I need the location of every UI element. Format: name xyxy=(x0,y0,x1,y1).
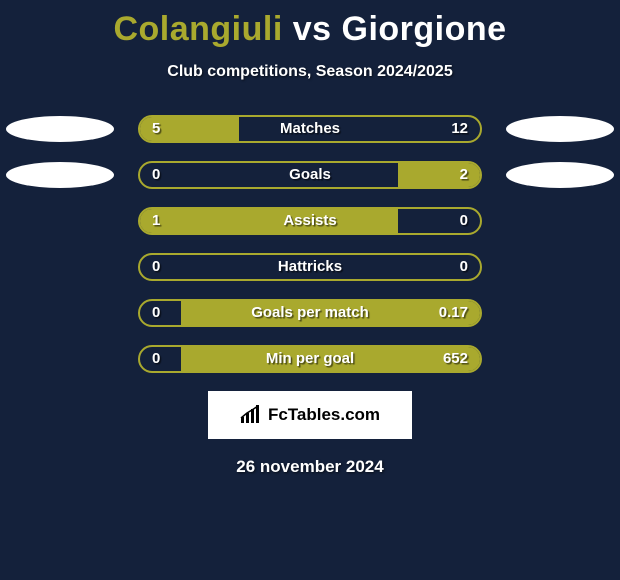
stat-value-left: 0 xyxy=(152,301,160,325)
stat-value-right: 2 xyxy=(460,163,468,187)
stat-value-right: 652 xyxy=(443,347,468,371)
subtitle: Club competitions, Season 2024/2025 xyxy=(0,63,620,81)
stat-bar: 5Matches12 xyxy=(138,115,482,143)
player1-name: Colangiuli xyxy=(113,10,282,48)
stat-bar: 0Goals2 xyxy=(138,161,482,189)
player2-name: Giorgione xyxy=(342,10,507,48)
stat-label: Hattricks xyxy=(140,255,480,279)
comparison-title: Colangiuli vs Giorgione xyxy=(0,0,620,49)
stat-value-left: 5 xyxy=(152,117,160,141)
title-vs: vs xyxy=(293,10,332,48)
source-text: FcTables.com xyxy=(268,405,380,425)
stat-value-left: 0 xyxy=(152,163,160,187)
stat-bar: 0Hattricks0 xyxy=(138,253,482,281)
stat-row: 0Goals2 xyxy=(0,161,620,189)
stat-row: 1Assists0 xyxy=(0,207,620,235)
stat-row: 5Matches12 xyxy=(0,115,620,143)
stat-row: 0Min per goal652 xyxy=(0,345,620,373)
bar-fill-left xyxy=(140,209,398,233)
player2-badge xyxy=(506,116,614,142)
stat-bar: 1Assists0 xyxy=(138,207,482,235)
player1-badge xyxy=(6,162,114,188)
stat-value-right: 0.17 xyxy=(439,301,468,325)
stat-value-right: 0 xyxy=(460,209,468,233)
player2-badge xyxy=(506,162,614,188)
stat-value-right: 0 xyxy=(460,255,468,279)
chart-icon xyxy=(240,405,262,425)
bar-fill-right xyxy=(181,347,480,371)
stat-row: 0Goals per match0.17 xyxy=(0,299,620,327)
stats-container: 5Matches120Goals21Assists00Hattricks00Go… xyxy=(0,115,620,373)
stat-row: 0Hattricks0 xyxy=(0,253,620,281)
stat-value-left: 0 xyxy=(152,255,160,279)
stat-bar: 0Min per goal652 xyxy=(138,345,482,373)
stat-value-left: 0 xyxy=(152,347,160,371)
stat-bar: 0Goals per match0.17 xyxy=(138,299,482,327)
stat-value-right: 12 xyxy=(451,117,468,141)
bar-fill-right xyxy=(181,301,480,325)
player1-badge xyxy=(6,116,114,142)
date-text: 26 november 2024 xyxy=(0,457,620,477)
source-badge: FcTables.com xyxy=(208,391,412,439)
stat-value-left: 1 xyxy=(152,209,160,233)
